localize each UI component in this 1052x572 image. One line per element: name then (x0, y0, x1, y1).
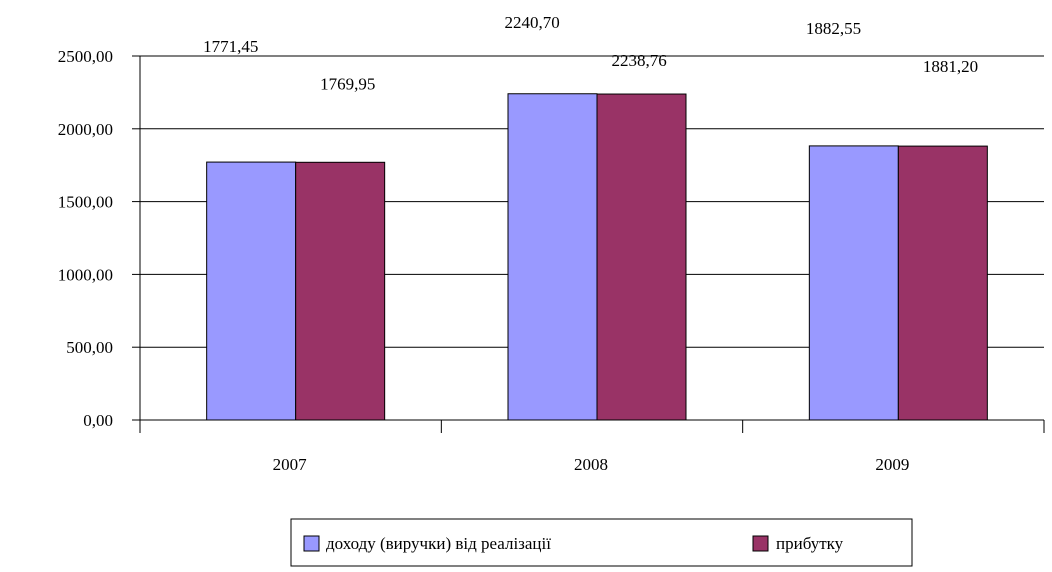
data-label: 1882,55 (806, 19, 861, 38)
legend-label: прибутку (776, 534, 844, 553)
data-label: 1769,95 (320, 74, 375, 93)
data-label: 1771,45 (203, 37, 258, 56)
legend: доходу (виручки) від реалізації прибутку (290, 518, 913, 567)
x-tick-label: 2007 (273, 455, 308, 474)
data-label: 1881,20 (923, 57, 978, 76)
bar (295, 161, 386, 421)
y-tick-label: 2500,00 (58, 47, 113, 66)
bars (206, 93, 988, 421)
bar (808, 145, 899, 421)
bar (596, 93, 687, 421)
legend-box (290, 518, 913, 567)
bar (507, 93, 598, 421)
legend-label: доходу (виручки) від реалізації (326, 534, 551, 553)
y-tick-label: 1500,00 (58, 193, 113, 212)
legend-swatch (752, 535, 769, 552)
data-labels: 1771,45 1769,95 2240,70 2238,76 1882,55 1881,… (203, 13, 978, 94)
y-tick-label: 1000,00 (58, 265, 113, 284)
data-label: 2240,70 (505, 13, 560, 32)
y-tick-label: 2000,00 (58, 120, 113, 139)
y-tick-label: 0,00 (83, 411, 113, 430)
bar (897, 145, 988, 421)
bar (206, 161, 297, 421)
x-tick-label: 2009 (875, 455, 909, 474)
y-tick-label: 500,00 (66, 338, 113, 357)
x-tick-label: 2008 (574, 455, 608, 474)
legend-swatch (303, 535, 320, 552)
data-label: 2238,76 (612, 51, 667, 70)
axes: 0,00 500,00 1000,00 1500,00 2000,00 2500,00 20… (58, 47, 1045, 474)
